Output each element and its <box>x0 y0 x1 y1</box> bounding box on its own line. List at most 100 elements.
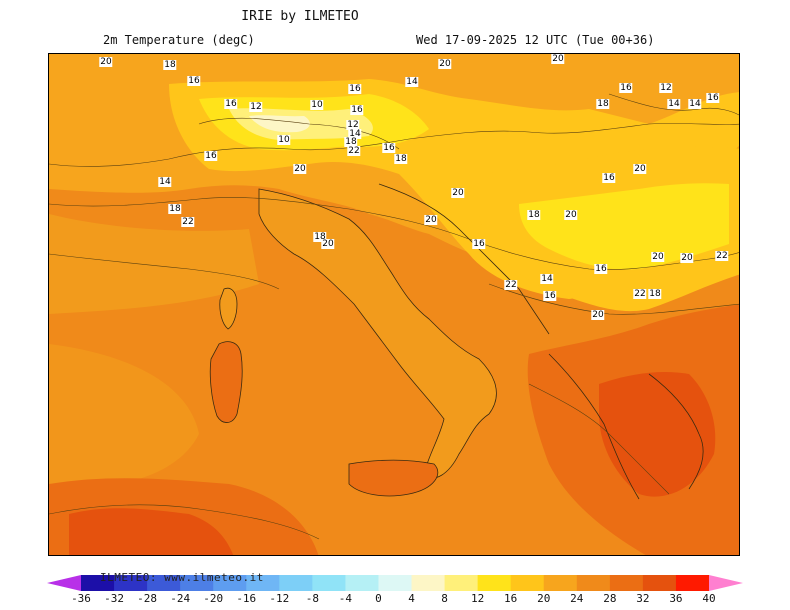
contour-label: 16 <box>187 76 201 86</box>
scale-swatch <box>477 575 512 591</box>
contour-label: 16 <box>348 84 362 94</box>
scale-tick-label: -24 <box>170 592 191 605</box>
contour-label: 20 <box>321 239 335 249</box>
scale-swatch <box>312 575 346 591</box>
scale-tick-label: -20 <box>203 592 224 605</box>
contour-label: 12 <box>659 83 673 93</box>
scale-tick-label: 8 <box>441 592 448 605</box>
scale-swatch <box>444 575 479 591</box>
contour-label: 10 <box>277 135 291 145</box>
scale-tick-label: 12 <box>471 592 485 605</box>
scale-swatch <box>345 575 379 591</box>
contour-label: 18 <box>394 154 408 164</box>
scale-swatch <box>576 575 611 591</box>
africa-hottest-area <box>69 508 234 555</box>
scale-tick-label: 36 <box>669 592 683 605</box>
contour-label: 20 <box>633 164 647 174</box>
adriatic-coast <box>378 183 550 335</box>
scale-tick-label: -32 <box>104 592 124 605</box>
contour-label: 12 <box>249 102 263 112</box>
scale-swatch <box>246 575 280 591</box>
alps-peak-area <box>249 115 310 133</box>
scale-swatch <box>81 575 115 591</box>
contour-label: 16 <box>543 291 557 301</box>
scale-swatch <box>114 575 148 591</box>
scale-swatch <box>609 575 644 591</box>
scale-high-arrow <box>709 575 743 591</box>
color-scale-ticks: -36 -32 -28 -24 -20 -16 -12 -8 -4 0 4 8 12 16 20 24 28 32… <box>0 592 790 608</box>
contour-label: 16 <box>224 99 238 109</box>
map-canvas <box>49 54 739 555</box>
scale-tick-label: 4 <box>408 592 415 605</box>
contour-label: 16 <box>594 264 608 274</box>
contour-label: 18 <box>163 60 177 70</box>
scale-swatch <box>675 575 710 591</box>
sardinia <box>209 341 243 423</box>
west-sea-area <box>49 344 199 487</box>
contour-label: 18 <box>313 232 327 242</box>
scale-tick-label: -28 <box>137 592 158 605</box>
color-scale-bar <box>47 575 743 591</box>
ligurian-sea-area <box>49 214 259 314</box>
scale-swatch <box>411 575 446 591</box>
contour-label: 14 <box>405 77 419 87</box>
contour-label: 18 <box>344 137 358 147</box>
scale-swatch <box>378 575 413 591</box>
contour-label: 14 <box>348 129 362 139</box>
variable-label: 2m Temperature (degC) <box>103 33 255 47</box>
scale-swatch <box>147 575 181 591</box>
contour-label: 20 <box>451 188 465 198</box>
contour-label: 20 <box>564 210 578 220</box>
chart-title: IRIE by ILMETEO <box>241 9 359 24</box>
contour-label: 16 <box>619 83 633 93</box>
scale-tick-label: 24 <box>570 592 584 605</box>
contour-label: 20 <box>651 252 665 262</box>
contour-label: 14 <box>540 274 554 284</box>
scale-swatch <box>279 575 313 591</box>
italy-peninsula <box>258 188 497 479</box>
contour-label: 14 <box>667 99 681 109</box>
contour-label: 16 <box>706 93 720 103</box>
sicily <box>348 459 439 497</box>
scale-swatch <box>510 575 545 591</box>
scale-tick-label: 20 <box>537 592 551 605</box>
contour-label: 20 <box>680 253 694 263</box>
scale-tick-label: 16 <box>504 592 518 605</box>
contour-label: 16 <box>350 105 364 115</box>
contour-line <box>49 504 320 540</box>
contour-label: 22 <box>633 289 647 299</box>
contour-label: 22 <box>181 217 195 227</box>
contour-label: 22 <box>715 251 729 261</box>
contour-label: 20 <box>424 215 438 225</box>
contour-label: 16 <box>382 143 396 153</box>
scale-tick-label: -4 <box>338 592 353 605</box>
contour-label: 20 <box>293 164 307 174</box>
greece-coast <box>548 353 704 500</box>
contour-label: 14 <box>688 99 702 109</box>
contour-label: 10 <box>310 100 324 110</box>
scale-tick-label: 0 <box>375 592 382 605</box>
watermark: ILMETEO: www.ilmeteo.it <box>100 571 264 584</box>
valid-time-label: Wed 17-09-2025 12 UTC (Tue 00+36) <box>416 33 655 47</box>
scale-low-arrow <box>47 575 81 591</box>
contour-label: 22 <box>504 280 518 290</box>
contour-line <box>49 253 280 290</box>
contour-label: 18 <box>527 210 541 220</box>
scale-tick-label: -16 <box>236 592 257 605</box>
scale-tick-label: 28 <box>603 592 617 605</box>
contour-label: 20 <box>591 310 605 320</box>
contour-label: 18 <box>648 289 662 299</box>
contour-line <box>198 117 400 150</box>
contour-line <box>49 123 739 167</box>
contour-label: 20 <box>438 59 452 69</box>
scale-swatch <box>543 575 578 591</box>
contour-label: 20 <box>99 57 113 67</box>
contour-label: 16 <box>204 151 218 161</box>
corsica <box>219 287 238 330</box>
contour-line <box>528 383 670 495</box>
scale-tick-label: 40 <box>702 592 716 605</box>
contour-line <box>488 283 739 315</box>
contour-label: 14 <box>158 177 172 187</box>
temperature-map[interactable]: 20 18 16 14 20 20 16 12 14 14 16 18 16 12 10 16 16 12 14 10… <box>48 53 740 556</box>
balkans-bright-area <box>519 183 729 270</box>
